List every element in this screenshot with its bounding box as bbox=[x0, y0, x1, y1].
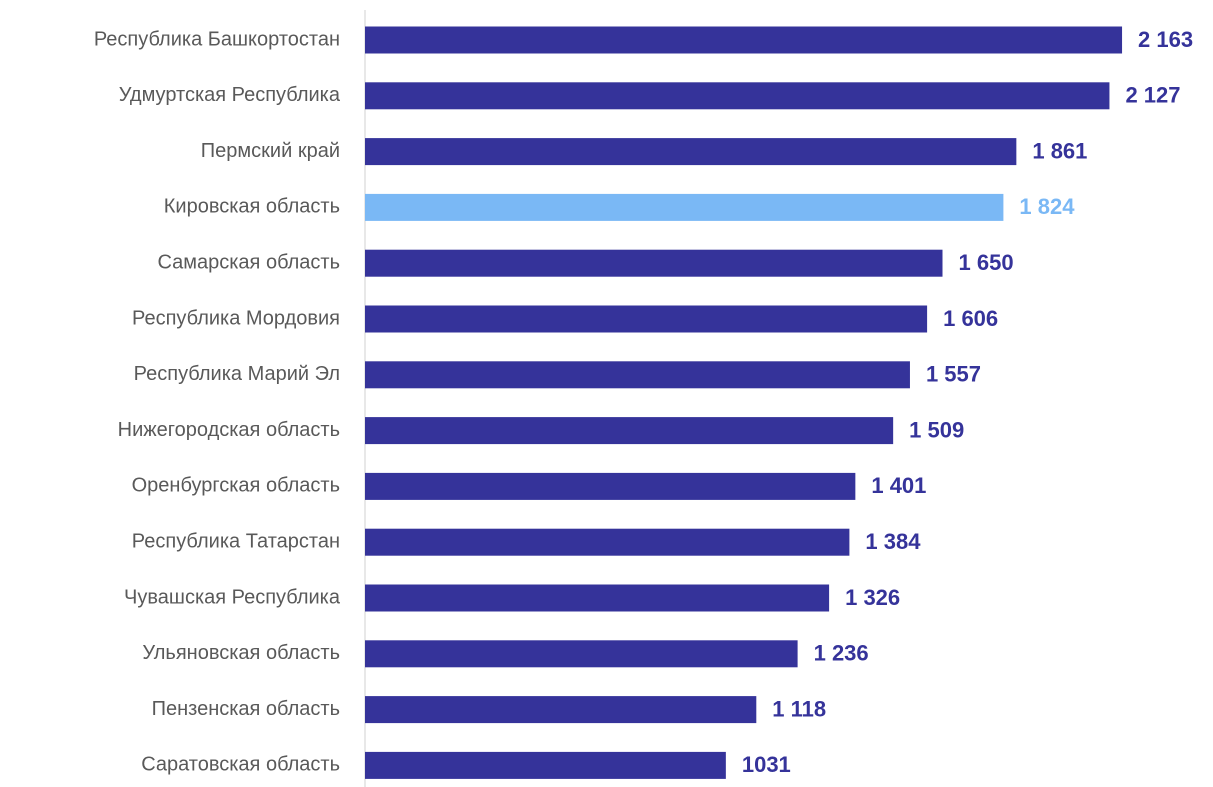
bar bbox=[365, 138, 1017, 166]
value-label: 2 163 bbox=[1138, 27, 1193, 52]
bar bbox=[365, 696, 757, 724]
category-label: Удмуртская Республика bbox=[119, 84, 341, 106]
bar bbox=[365, 472, 856, 500]
value-label: 1 606 bbox=[943, 306, 998, 331]
category-label: Кировская область bbox=[164, 196, 340, 218]
value-label: 1 384 bbox=[865, 529, 921, 554]
value-label: 1 557 bbox=[926, 362, 981, 387]
bar bbox=[365, 584, 830, 612]
category-label: Самарская область bbox=[157, 251, 340, 273]
value-label: 1 401 bbox=[871, 473, 926, 498]
category-label: Пермский край bbox=[201, 140, 340, 162]
category-label: Республика Татарстан bbox=[132, 530, 340, 552]
value-label: 1 236 bbox=[814, 641, 869, 666]
value-label: 1 861 bbox=[1032, 138, 1087, 163]
category-label: Чувашская Республика bbox=[124, 586, 341, 608]
category-label: Республика Марий Эл bbox=[134, 363, 340, 385]
value-label: 1 326 bbox=[845, 585, 900, 610]
bar bbox=[365, 26, 1123, 54]
bar bbox=[365, 249, 943, 277]
category-label: Саратовская область bbox=[141, 754, 340, 776]
bar bbox=[365, 528, 850, 556]
value-label: 1 650 bbox=[959, 250, 1014, 275]
value-label: 1 509 bbox=[909, 417, 964, 442]
bar bbox=[365, 193, 1004, 221]
bar bbox=[365, 305, 928, 333]
category-label: Республика Башкортостан bbox=[94, 28, 340, 50]
bar bbox=[365, 417, 894, 445]
value-label: 1031 bbox=[742, 752, 791, 777]
category-label: Республика Мордовия bbox=[132, 307, 340, 329]
category-label: Ульяновская область bbox=[142, 642, 340, 664]
bar bbox=[365, 361, 910, 389]
bar bbox=[365, 751, 726, 779]
category-label: Нижегородская область bbox=[118, 419, 340, 441]
value-label: 2 127 bbox=[1125, 83, 1180, 108]
value-label: 1 118 bbox=[772, 696, 826, 721]
value-label: 1 824 bbox=[1019, 194, 1075, 219]
category-label: Пензенская область bbox=[152, 698, 340, 720]
bar bbox=[365, 82, 1110, 110]
category-label: Оренбургская область bbox=[132, 475, 340, 497]
bar bbox=[365, 640, 798, 668]
